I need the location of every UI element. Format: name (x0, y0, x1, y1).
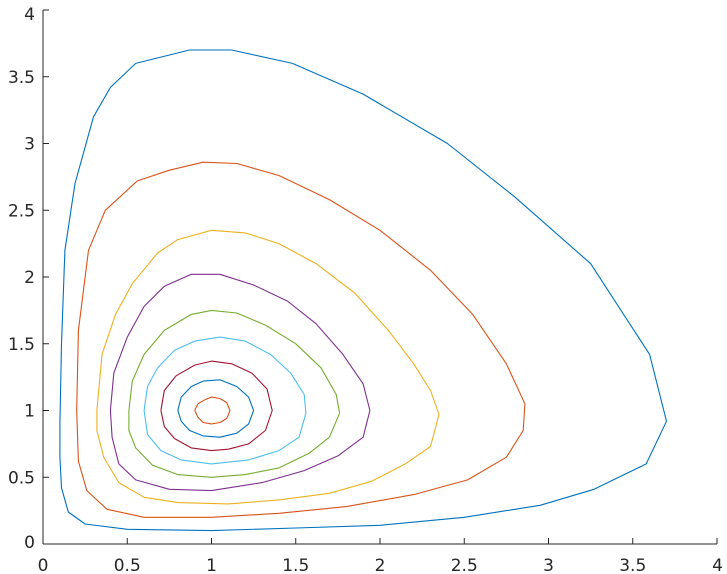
x-tick-label: 3 (543, 556, 554, 574)
x-tick-label: 2.5 (451, 556, 478, 574)
y-tick-label: 3.5 (8, 68, 35, 88)
y-tick-label: 0.5 (8, 468, 35, 488)
y-tick-label: 1 (24, 402, 35, 422)
contour-curves (59, 49, 668, 532)
contour-line (143, 336, 307, 465)
x-tick-label: 1 (206, 556, 217, 574)
contour-line (96, 229, 440, 505)
contour-line (109, 273, 371, 492)
y-tick-label: 4 (24, 5, 35, 25)
y-tick-label: 2 (24, 268, 35, 288)
contour-line (76, 161, 526, 518)
axis-ticks: 0 0.5 1 1.5 2 2.5 3 3.5 4 0 0.5 1 1.5 2 2.5 3 3.5 4 (8, 5, 723, 574)
contour-line (128, 309, 341, 478)
x-tick-label: 0.5 (114, 556, 141, 574)
x-tick-label: 3.5 (619, 556, 646, 574)
contour-line (59, 49, 668, 532)
x-tick-label: 2 (375, 556, 386, 574)
contour-line (194, 396, 231, 425)
x-tick-label: 0 (38, 556, 49, 574)
x-tick-label: 1.5 (282, 556, 309, 574)
y-tick-label: 1.5 (8, 335, 35, 355)
x-tick-label: 4 (712, 556, 723, 574)
y-tick-label: 3 (24, 135, 35, 155)
y-tick-label: 0 (24, 533, 35, 553)
contour-line (177, 379, 255, 438)
contour-line (160, 360, 273, 452)
y-tick-label: 2.5 (8, 201, 35, 221)
